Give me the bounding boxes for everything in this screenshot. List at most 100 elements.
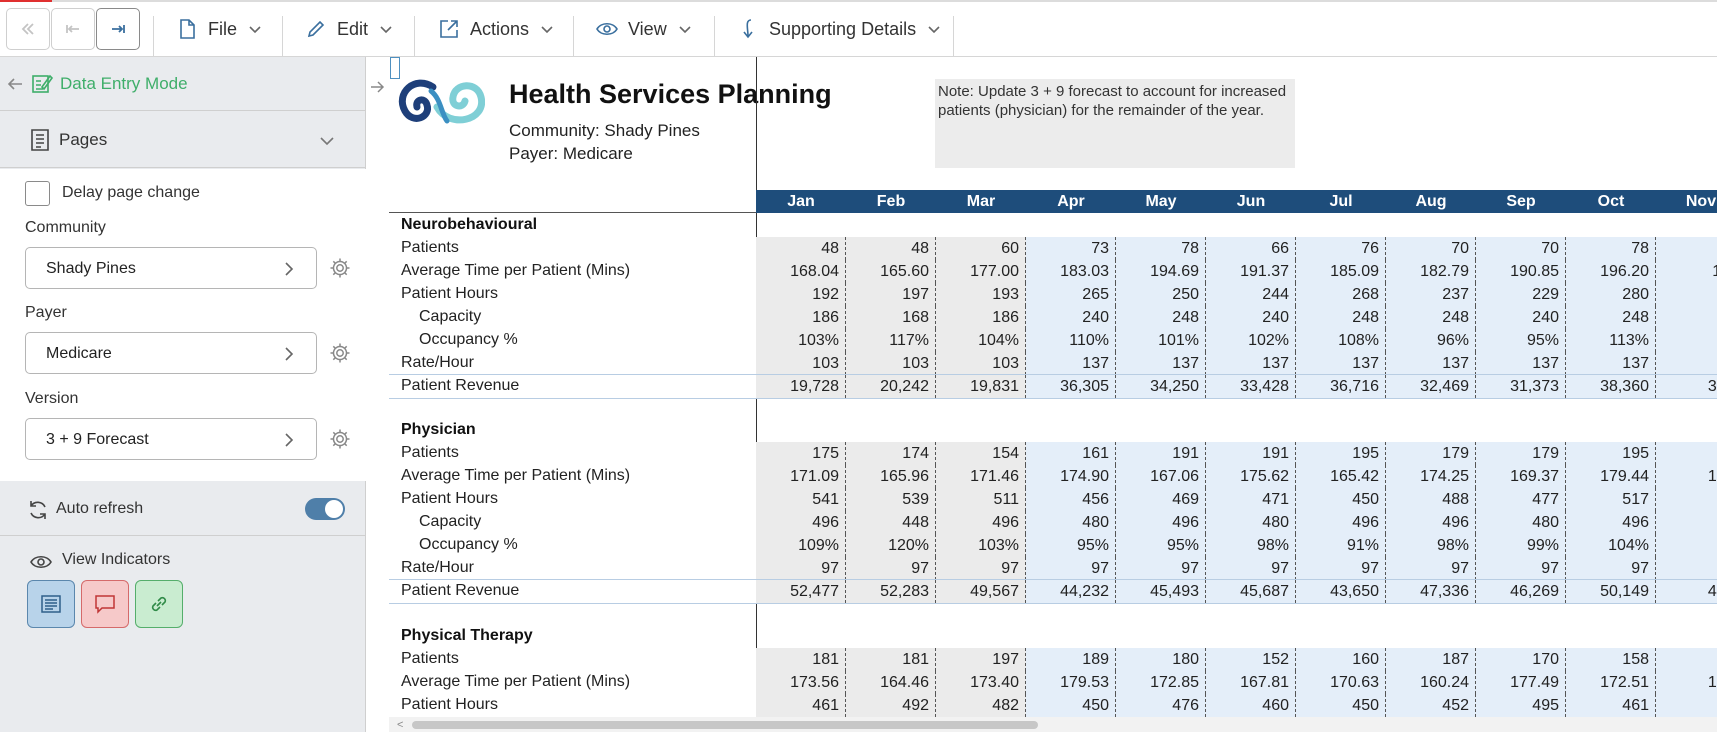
data-cell[interactable]: 167.06 — [1116, 465, 1206, 488]
data-cell[interactable] — [1656, 557, 1717, 580]
data-cell[interactable]: 191 — [1116, 442, 1206, 465]
data-cell[interactable]: 103 — [756, 352, 846, 375]
data-cell[interactable]: 95% — [1116, 534, 1206, 557]
view-indicator-links-button[interactable] — [135, 580, 183, 628]
version-selector[interactable]: 3 + 9 Forecast — [25, 418, 317, 460]
data-cell[interactable]: 182.79 — [1386, 260, 1476, 283]
data-cell[interactable]: 195 — [1566, 442, 1656, 465]
data-cell[interactable]: 197 — [846, 283, 936, 306]
data-cell[interactable]: 4 — [1656, 511, 1717, 534]
data-cell[interactable]: 70 — [1476, 237, 1566, 260]
data-cell[interactable]: 280 — [1566, 283, 1656, 306]
data-cell[interactable]: 173.40 — [936, 671, 1026, 694]
data-cell[interactable]: 193 — [936, 283, 1026, 306]
data-cell[interactable]: 1 — [1656, 237, 1717, 260]
data-cell[interactable]: 99% — [1476, 534, 1566, 557]
data-cell[interactable]: 1 — [1656, 352, 1717, 375]
data-cell[interactable]: 104% — [1566, 534, 1656, 557]
data-cell[interactable]: 48 — [846, 237, 936, 260]
data-cell[interactable]: 38,360 — [1566, 375, 1656, 398]
data-cell[interactable]: 175.62 — [1206, 465, 1296, 488]
data-cell[interactable]: 52,283 — [846, 580, 936, 603]
auto-refresh-toggle[interactable] — [305, 498, 345, 520]
data-cell[interactable]: 103% — [936, 534, 1026, 557]
data-cell[interactable]: 50,149 — [1566, 580, 1656, 603]
data-cell[interactable]: 480 — [1206, 511, 1296, 534]
gear-icon[interactable] — [329, 257, 351, 279]
data-cell[interactable]: 73 — [1026, 237, 1116, 260]
data-cell[interactable]: 496 — [1296, 511, 1386, 534]
data-cell[interactable]: 183.03 — [1026, 260, 1116, 283]
data-cell[interactable]: 97 — [1476, 557, 1566, 580]
data-cell[interactable]: 103 — [846, 352, 936, 375]
data-cell[interactable]: 34,250 — [1116, 375, 1206, 398]
data-cell[interactable]: 102% — [1206, 329, 1296, 352]
data-cell[interactable]: 76 — [1296, 237, 1386, 260]
data-cell[interactable]: 97 — [936, 557, 1026, 580]
supporting-details-menu[interactable]: Supporting Details — [737, 14, 942, 44]
data-cell[interactable]: 117% — [846, 329, 936, 352]
data-cell[interactable]: 169.37 — [1476, 465, 1566, 488]
pages-section-header[interactable]: Pages — [0, 112, 366, 168]
data-cell[interactable]: 97 — [1206, 557, 1296, 580]
data-cell[interactable]: 461 — [1566, 694, 1656, 717]
data-cell[interactable]: 175 — [756, 442, 846, 465]
data-cell[interactable]: 10 — [1656, 329, 1717, 352]
data-cell[interactable]: 160.24 — [1386, 671, 1476, 694]
data-cell[interactable]: 171.09 — [756, 465, 846, 488]
data-cell[interactable]: 31,373 — [1476, 375, 1566, 398]
data-cell[interactable]: 174.90 — [1026, 465, 1116, 488]
next-page-button[interactable] — [96, 8, 140, 50]
data-cell[interactable]: 52,477 — [756, 580, 846, 603]
data-cell[interactable]: 137 — [1476, 352, 1566, 375]
data-cell[interactable]: 172.85 — [1116, 671, 1206, 694]
data-cell[interactable]: 180 — [1116, 648, 1206, 671]
data-cell[interactable]: 177. — [1656, 465, 1717, 488]
data-cell[interactable]: 78 — [1116, 237, 1206, 260]
data-cell[interactable]: 196.20 — [1566, 260, 1656, 283]
data-cell[interactable]: 103 — [936, 352, 1026, 375]
data-cell[interactable]: 181 — [756, 648, 846, 671]
data-cell[interactable]: 97 — [846, 557, 936, 580]
data-cell[interactable]: 97 — [1296, 557, 1386, 580]
data-cell[interactable]: 496 — [936, 511, 1026, 534]
data-cell[interactable]: 177.49 — [1476, 671, 1566, 694]
data-cell[interactable]: 179.44 — [1566, 465, 1656, 488]
data-cell[interactable]: 477 — [1476, 488, 1566, 511]
scroll-left-arrow[interactable]: < — [397, 719, 404, 731]
data-cell[interactable]: 480 — [1476, 511, 1566, 534]
data-cell[interactable]: 137 — [1026, 352, 1116, 375]
data-cell[interactable]: 165.60 — [846, 260, 936, 283]
data-cell[interactable]: 2 — [1656, 283, 1717, 306]
data-cell[interactable]: 492 — [846, 694, 936, 717]
data-cell[interactable]: 495 — [1476, 694, 1566, 717]
data-cell[interactable]: 482 — [936, 694, 1026, 717]
data-cell[interactable]: 109% — [756, 534, 846, 557]
data-cell[interactable]: 46,269 — [1476, 580, 1566, 603]
data-cell[interactable]: 97 — [1566, 557, 1656, 580]
data-cell[interactable]: 70 — [1386, 237, 1476, 260]
data-cell[interactable]: 137 — [1116, 352, 1206, 375]
data-cell[interactable]: 195 — [1296, 442, 1386, 465]
data-cell[interactable]: 496 — [1386, 511, 1476, 534]
data-cell[interactable]: 167.81 — [1206, 671, 1296, 694]
file-menu[interactable]: File — [176, 14, 263, 44]
data-cell[interactable]: 248 — [1116, 306, 1206, 329]
data-cell[interactable]: 496 — [756, 511, 846, 534]
data-cell[interactable]: 91% — [1296, 534, 1386, 557]
data-cell[interactable]: 186 — [756, 306, 846, 329]
data-cell[interactable]: 4 — [1656, 694, 1717, 717]
data-cell[interactable]: 19,831 — [936, 375, 1026, 398]
data-cell[interactable]: 177.00 — [936, 260, 1026, 283]
data-cell[interactable]: 33,428 — [1206, 375, 1296, 398]
data-cell[interactable]: 168.04 — [756, 260, 846, 283]
data-cell[interactable]: 160 — [1296, 648, 1386, 671]
data-cell[interactable]: 187 — [1386, 648, 1476, 671]
data-cell[interactable]: 450 — [1296, 694, 1386, 717]
data-cell[interactable]: 120% — [846, 534, 936, 557]
data-cell[interactable]: 185.09 — [1296, 260, 1386, 283]
data-cell[interactable]: 189 — [1026, 648, 1116, 671]
data-cell[interactable]: 98% — [1206, 534, 1296, 557]
data-cell[interactable]: 456 — [1026, 488, 1116, 511]
data-entry-mode-header[interactable]: Data Entry Mode — [0, 57, 366, 111]
